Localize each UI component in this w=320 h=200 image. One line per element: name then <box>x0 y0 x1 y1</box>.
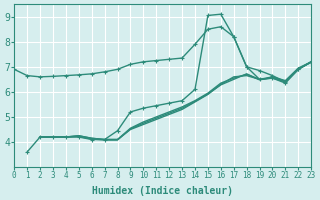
X-axis label: Humidex (Indice chaleur): Humidex (Indice chaleur) <box>92 186 233 196</box>
